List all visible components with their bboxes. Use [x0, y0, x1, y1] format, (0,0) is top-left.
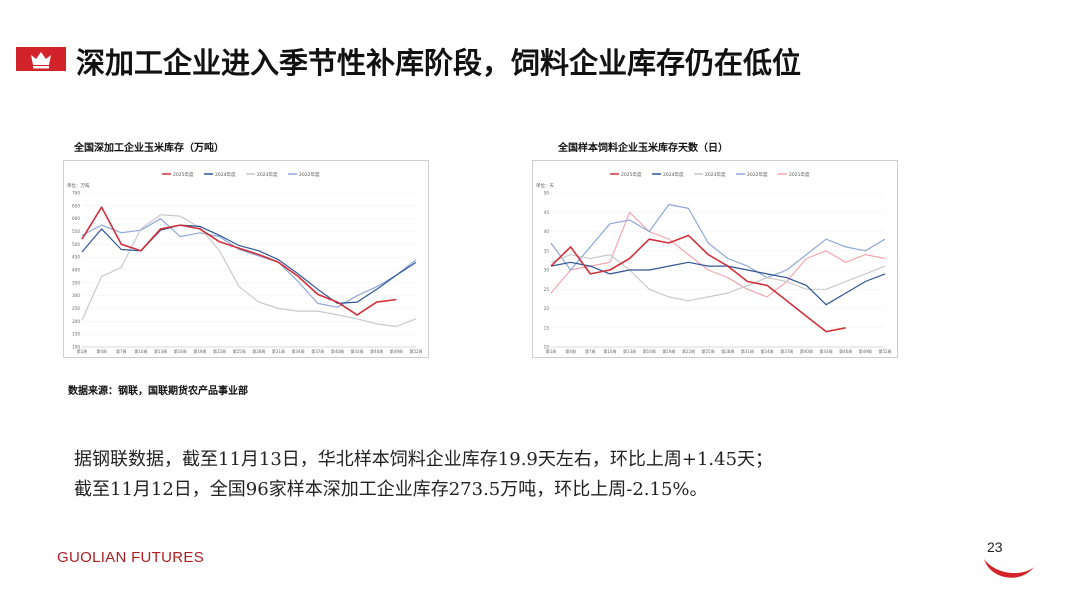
x-tick-label: 第40周 — [800, 348, 813, 354]
x-tick-label: 第49周 — [390, 348, 403, 354]
y-tick-label: 450 — [72, 255, 80, 260]
y-tick-label: 200 — [72, 319, 80, 324]
x-tick-label: 第28周 — [721, 348, 734, 354]
x-tick-label: 第4周 — [96, 348, 107, 354]
x-tick-label: 第10周 — [603, 348, 616, 354]
x-tick-label: 第34周 — [292, 348, 305, 354]
y-tick-label: 25 — [544, 287, 550, 292]
legend-label: 2025年度 — [621, 171, 642, 178]
y-tick-label: 50 — [544, 191, 550, 196]
x-tick-label: 第25周 — [233, 348, 246, 354]
x-tick-label: 第52周 — [409, 348, 422, 354]
series-line — [550, 254, 886, 302]
x-tick-label: 第28周 — [252, 348, 265, 354]
chart-1-title: 全国深加工企业玉米库存（万吨） — [74, 143, 224, 154]
x-tick-label: 第1周 — [546, 348, 557, 354]
x-tick-label: 第13周 — [154, 348, 167, 354]
x-tick-label: 第10周 — [134, 348, 147, 354]
data-source: 数据来源：钢联，国联期货农产品事业部 — [68, 386, 248, 397]
y-tick-label: 300 — [72, 293, 80, 298]
legend-label: 2022年度 — [299, 171, 320, 178]
x-tick-label: 第25周 — [702, 348, 715, 354]
x-tick-label: 第7周 — [585, 348, 596, 354]
x-tick-label: 第46周 — [839, 348, 852, 354]
x-tick-label: 第31周 — [272, 348, 285, 354]
x-tick-label: 第22周 — [682, 348, 695, 354]
y-tick-label: 20 — [544, 306, 550, 311]
y-tick-label: 100 — [72, 345, 80, 350]
legend-label: 2023年度 — [257, 171, 278, 178]
y-tick-label: 600 — [72, 216, 80, 221]
x-tick-label: 第37周 — [311, 348, 324, 354]
y-tick-label: 150 — [72, 332, 80, 337]
x-tick-label: 第16周 — [643, 348, 656, 354]
crown-icon — [31, 52, 51, 69]
legend-label: 2024年度 — [215, 171, 236, 178]
x-tick-label: 第22周 — [213, 348, 226, 354]
x-tick-label: 第31周 — [741, 348, 754, 354]
series-line — [81, 218, 417, 308]
body-line-2: 截至11月12日，全国96家样本深加工企业库存273.5万吨，环比上周-2.15… — [74, 479, 708, 500]
chart-1-frame: 2025年度 2024年度 2023年度 2022年度单位：万吨 100 150 200 25… — [63, 160, 429, 358]
x-tick-label: 第19周 — [662, 348, 675, 354]
page-number: 23 — [987, 539, 1003, 555]
legend-label: 2021年度 — [789, 171, 810, 178]
series-line — [81, 206, 397, 316]
y-tick-label: 40 — [544, 229, 550, 234]
y-tick-label: 15 — [544, 325, 550, 330]
body-line-1: 据钢联数据，截至11月13日，华北样本饲料企业库存19.9天左右，环比上周+1.… — [74, 449, 774, 470]
brand-logo — [16, 47, 66, 71]
y-tick-label: 650 — [72, 203, 80, 208]
y-tick-label: 400 — [72, 268, 80, 273]
swoosh-icon — [984, 559, 1034, 578]
x-tick-label: 第37周 — [780, 348, 793, 354]
x-tick-label: 第34周 — [761, 348, 774, 354]
page-title: 深加工企业进入季节性补库阶段，饲料企业库存仍在低位 — [76, 46, 802, 80]
x-tick-label: 第43周 — [820, 348, 833, 354]
unit-label: 单位：天 — [536, 182, 554, 189]
footer-brand: GUOLIAN FUTURES — [57, 549, 205, 566]
series-line — [550, 261, 886, 306]
series-line — [550, 234, 846, 333]
series-line — [550, 211, 886, 298]
x-tick-label: 第4周 — [565, 348, 576, 354]
y-tick-label: 550 — [72, 229, 80, 234]
series-line — [81, 214, 417, 328]
x-tick-label: 第19周 — [193, 348, 206, 354]
chart-2-frame: 2025年度 2024年度 2023年度 2022年度 2021年度单位：天 10 15 20… — [532, 160, 898, 358]
y-tick-label: 45 — [544, 210, 550, 215]
chart-2-title: 全国样本饲料企业玉米库存天数（日） — [558, 143, 728, 154]
x-tick-label: 第13周 — [623, 348, 636, 354]
series-line — [81, 224, 417, 304]
y-tick-label: 700 — [72, 191, 80, 196]
x-tick-label: 第52周 — [878, 348, 891, 354]
unit-label: 单位：万吨 — [67, 182, 90, 189]
x-tick-label: 第16周 — [174, 348, 187, 354]
y-tick-label: 250 — [72, 306, 80, 311]
legend-label: 2025年度 — [173, 171, 194, 178]
x-tick-label: 第7周 — [116, 348, 127, 354]
x-tick-label: 第40周 — [331, 348, 344, 354]
legend-label: 2022年度 — [747, 171, 768, 178]
y-tick-label: 35 — [544, 248, 550, 253]
legend-label: 2024年度 — [663, 171, 684, 178]
x-tick-label: 第43周 — [351, 348, 364, 354]
y-tick-label: 10 — [544, 345, 550, 350]
y-tick-label: 30 — [544, 268, 550, 273]
x-tick-label: 第46周 — [370, 348, 383, 354]
x-tick-label: 第1周 — [77, 348, 88, 354]
y-tick-label: 500 — [72, 242, 80, 247]
y-tick-label: 350 — [72, 280, 80, 285]
legend-label: 2023年度 — [705, 171, 726, 178]
x-tick-label: 第49周 — [859, 348, 872, 354]
series-line — [550, 203, 886, 279]
